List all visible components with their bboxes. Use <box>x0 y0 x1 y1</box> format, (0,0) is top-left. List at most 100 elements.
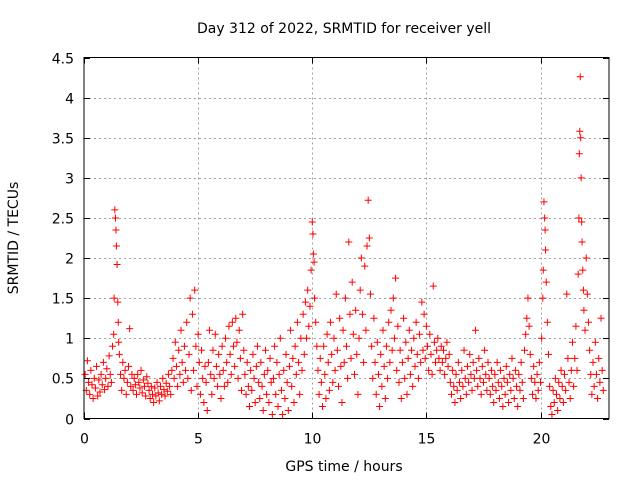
data-point <box>180 342 188 350</box>
data-point <box>364 196 372 204</box>
data-point <box>479 378 487 386</box>
data-point <box>156 382 164 390</box>
data-point <box>570 382 578 390</box>
data-point <box>490 398 498 406</box>
data-point <box>258 382 266 390</box>
data-point <box>416 330 424 338</box>
data-point <box>207 370 215 378</box>
data-point <box>350 370 358 378</box>
data-point <box>461 374 469 382</box>
data-point <box>376 402 384 410</box>
data-point <box>323 330 331 338</box>
data-point <box>579 266 587 274</box>
data-point <box>235 326 243 334</box>
data-point <box>484 358 492 366</box>
data-point <box>458 366 466 374</box>
data-point <box>421 354 429 362</box>
data-point <box>279 410 287 418</box>
data-point <box>487 366 495 374</box>
data-point <box>320 342 328 350</box>
x-tick-label: 15 <box>418 432 436 448</box>
data-point <box>576 73 584 81</box>
data-point <box>102 374 110 382</box>
data-point <box>159 374 167 382</box>
data-point <box>527 374 535 382</box>
data-point <box>153 378 161 386</box>
data-point <box>214 382 222 390</box>
data-point <box>218 342 226 350</box>
data-point <box>209 346 217 354</box>
data-point <box>277 386 285 394</box>
data-point <box>395 378 403 386</box>
data-point <box>114 318 122 326</box>
data-point <box>450 382 458 390</box>
data-point <box>187 386 195 394</box>
data-point <box>225 322 233 330</box>
data-point <box>522 330 530 338</box>
data-point <box>301 298 309 306</box>
data-point <box>325 386 333 394</box>
data-point <box>387 306 395 314</box>
data-point <box>144 379 152 387</box>
data-point <box>403 390 411 398</box>
data-point <box>193 382 201 390</box>
data-point <box>324 358 332 366</box>
data-point <box>333 346 341 354</box>
data-point <box>125 362 133 370</box>
data-point <box>396 346 404 354</box>
data-point <box>368 342 376 350</box>
data-point <box>257 358 265 366</box>
data-point <box>353 350 361 358</box>
data-point <box>290 398 298 406</box>
data-point <box>289 354 297 362</box>
data-point <box>346 310 354 318</box>
x-tick-label: 20 <box>533 432 551 448</box>
data-point <box>401 374 409 382</box>
data-point <box>584 318 592 326</box>
data-point <box>560 370 568 378</box>
data-point <box>166 382 174 390</box>
data-point <box>259 406 267 414</box>
data-point <box>542 278 550 286</box>
data-point <box>175 346 183 354</box>
data-point <box>137 366 145 374</box>
data-point <box>206 326 214 334</box>
x-tick-label: 0 <box>80 432 89 448</box>
data-point <box>591 338 599 346</box>
data-point <box>115 350 123 358</box>
data-point <box>98 381 106 389</box>
data-point <box>361 262 369 270</box>
data-point <box>493 358 501 366</box>
data-point <box>87 366 95 374</box>
data-point <box>109 342 117 350</box>
data-point <box>329 378 337 386</box>
data-point <box>300 350 308 358</box>
data-point <box>148 390 156 398</box>
data-point <box>365 234 373 242</box>
data-point <box>581 326 589 334</box>
data-point <box>281 394 289 402</box>
data-point <box>481 346 489 354</box>
data-point <box>178 358 186 366</box>
data-point <box>390 334 398 342</box>
data-point <box>507 386 515 394</box>
data-point <box>468 386 476 394</box>
data-point <box>529 390 537 398</box>
data-point <box>491 370 499 378</box>
data-point <box>292 370 300 378</box>
y-tick-label: 4 <box>65 92 74 108</box>
data-point <box>202 378 210 386</box>
data-point <box>521 346 529 354</box>
data-point <box>158 390 166 398</box>
data-point <box>379 326 387 334</box>
data-point <box>217 394 225 402</box>
data-point <box>267 378 275 386</box>
data-point <box>143 373 151 381</box>
y-tick-label: 0.5 <box>52 372 74 388</box>
data-point <box>191 286 199 294</box>
data-point <box>282 350 290 358</box>
data-point <box>192 342 200 350</box>
data-point <box>315 390 323 398</box>
data-point <box>485 374 493 382</box>
data-point <box>356 286 364 294</box>
